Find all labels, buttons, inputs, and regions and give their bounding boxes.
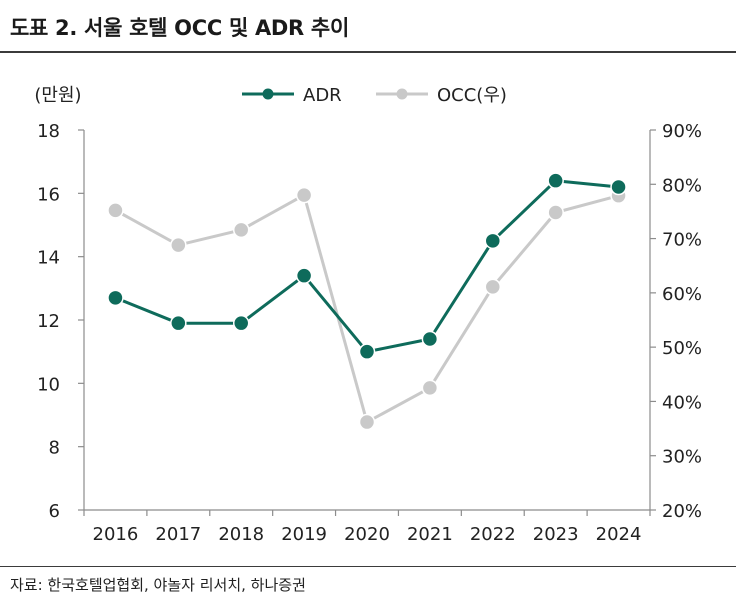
y-left-tick-label: 10: [37, 374, 60, 395]
occ-legend-marker: [396, 88, 408, 100]
adr-point: [421, 330, 439, 348]
chart-legend: ADR OCC(우): [242, 85, 507, 106]
x-tick-label: 2021: [407, 524, 453, 545]
x-tick-label: 2023: [533, 524, 579, 545]
title-rule: [0, 51, 736, 53]
y-right-tick-label: 30%: [662, 447, 702, 468]
y-left-tick-label: 14: [37, 248, 60, 269]
occ-point: [484, 278, 502, 296]
chart-axes: 6 8 10 12 14 16 18 20% 30% 40% 50% 60% 70% 80% 90% 2016…: [34, 85, 702, 545]
adr-legend-marker: [262, 88, 274, 100]
adr-point: [232, 314, 250, 332]
occ-point: [547, 204, 564, 221]
y-right-tick-label: 40%: [662, 392, 702, 413]
chart-title: 도표 2. 서울 호텔 OCC 및 ADR 추이: [10, 16, 349, 40]
chart: 6 8 10 12 14 16 18 20% 30% 40% 50% 60% 70% 80% 90% 2016…: [34, 85, 702, 545]
source-note: 자료: 한국호텔업협회, 야놀자 리서치, 하나증권: [10, 576, 306, 594]
y-left-tick-label: 12: [37, 311, 60, 332]
y-right-tick-label: 60%: [662, 284, 702, 305]
chart-lines: [107, 172, 627, 431]
adr-point: [358, 343, 376, 360]
occ-point: [421, 379, 439, 397]
x-tick-label: 2017: [155, 524, 201, 545]
x-tick-label: 2022: [470, 524, 516, 545]
y-left-tick-label: 8: [49, 438, 60, 459]
occ-legend-label: OCC(우): [437, 85, 507, 106]
x-tick-label: 2019: [281, 524, 327, 545]
y-left-tick-label: 6: [49, 501, 60, 522]
adr-point: [107, 289, 124, 307]
occ-point: [170, 236, 187, 254]
x-tick-label: 2020: [344, 524, 390, 545]
occ-point: [107, 202, 124, 219]
y-right-tick-label: 70%: [662, 230, 702, 251]
y-left-tick-label: 18: [37, 121, 60, 142]
occ-series-line: [114, 193, 619, 424]
adr-legend-label: ADR: [303, 85, 342, 106]
y-left-unit-label: (만원): [34, 85, 81, 106]
x-tick-label: 2018: [218, 524, 264, 545]
occ-point: [295, 186, 313, 204]
y-left-tick-label: 16: [37, 184, 60, 205]
adr-point: [295, 267, 313, 284]
occ-point: [358, 413, 376, 431]
adr-point: [170, 314, 187, 332]
occ-point: [232, 221, 250, 239]
adr-series-line: [114, 179, 619, 354]
y-right-tick-label: 90%: [662, 121, 702, 142]
adr-point: [547, 172, 564, 189]
x-tick-label: 2016: [93, 524, 139, 545]
adr-point: [484, 232, 502, 250]
y-right-tick-label: 80%: [662, 175, 702, 196]
y-right-tick-label: 20%: [662, 501, 702, 522]
y-right-tick-label: 50%: [662, 338, 702, 359]
adr-point: [610, 178, 627, 196]
x-tick-label: 2024: [596, 524, 642, 545]
source-rule: [0, 566, 736, 567]
